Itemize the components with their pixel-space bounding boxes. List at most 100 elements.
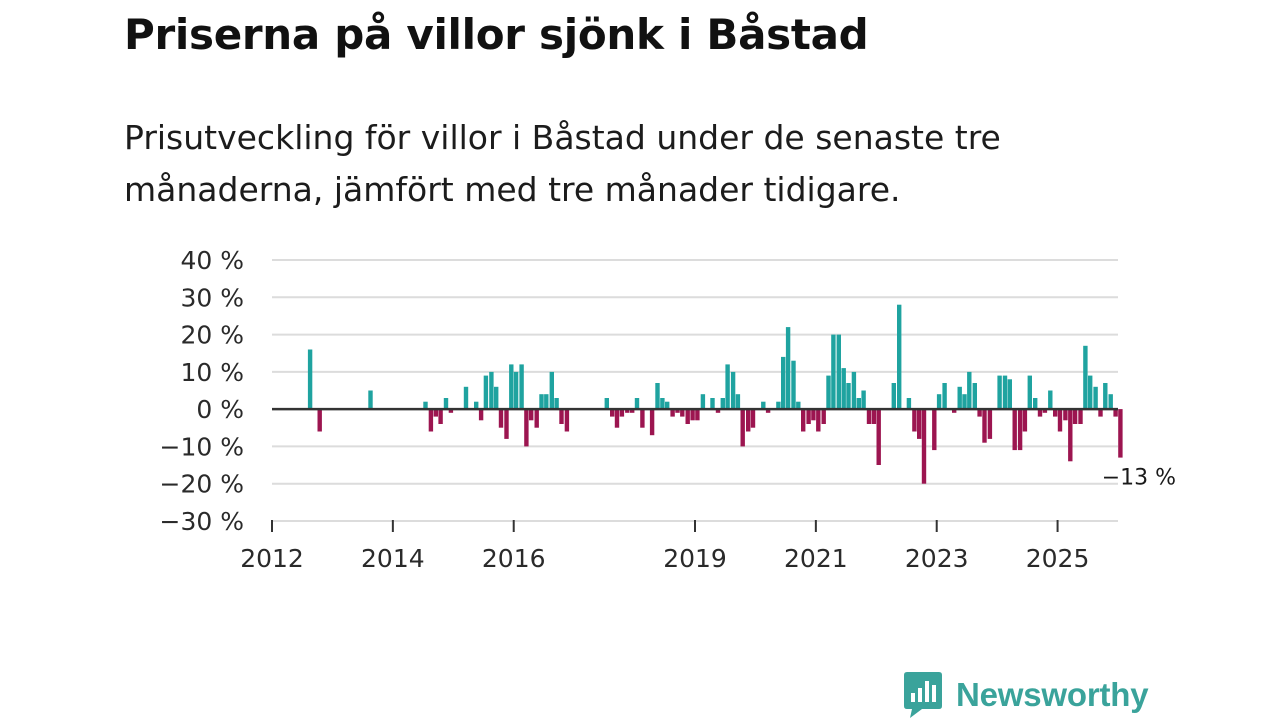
chart-bars bbox=[272, 304, 1123, 484]
bar bbox=[906, 398, 912, 410]
y-tick-label: 10 % bbox=[180, 358, 244, 387]
bar bbox=[821, 409, 826, 424]
bar bbox=[841, 368, 846, 410]
bar bbox=[498, 409, 504, 428]
bar bbox=[917, 409, 922, 439]
bar bbox=[785, 327, 791, 410]
bar bbox=[564, 409, 570, 432]
bar bbox=[1113, 409, 1118, 417]
bar bbox=[816, 409, 821, 432]
chart-gridlines bbox=[272, 259, 1118, 522]
bar bbox=[1057, 409, 1063, 432]
bar bbox=[1022, 409, 1028, 432]
bar bbox=[871, 409, 877, 424]
bar bbox=[972, 383, 977, 410]
bar bbox=[735, 394, 741, 410]
bar bbox=[861, 390, 866, 410]
bar bbox=[423, 401, 428, 410]
bar bbox=[866, 409, 872, 424]
bar bbox=[534, 409, 539, 428]
bar bbox=[1007, 379, 1012, 410]
bar bbox=[710, 398, 715, 410]
bar bbox=[368, 390, 373, 410]
bar bbox=[700, 394, 706, 410]
bar bbox=[957, 386, 962, 410]
bar bbox=[1012, 409, 1017, 451]
bar bbox=[680, 409, 685, 417]
bar bbox=[715, 409, 721, 413]
y-tick-label: −30 % bbox=[160, 507, 244, 536]
bar bbox=[619, 409, 625, 417]
y-tick-label: 40 % bbox=[180, 246, 244, 275]
bar bbox=[428, 409, 434, 432]
bar bbox=[1098, 409, 1103, 417]
bar bbox=[846, 383, 851, 410]
bar bbox=[1088, 375, 1093, 410]
bar bbox=[962, 394, 967, 410]
bar bbox=[544, 394, 549, 410]
bar bbox=[921, 409, 927, 484]
bar bbox=[625, 409, 630, 413]
bar bbox=[610, 409, 615, 417]
bar bbox=[665, 401, 670, 410]
bar bbox=[433, 409, 438, 417]
bar bbox=[675, 409, 680, 413]
bar bbox=[504, 409, 509, 439]
bar bbox=[1103, 383, 1108, 410]
bar bbox=[1002, 375, 1008, 410]
bar bbox=[740, 409, 745, 447]
bar bbox=[1093, 386, 1098, 410]
brand-name: Newsworthy bbox=[956, 676, 1149, 713]
bar bbox=[912, 409, 917, 432]
bar bbox=[932, 409, 937, 451]
bar bbox=[317, 409, 322, 432]
bar bbox=[746, 409, 751, 432]
bar bbox=[690, 409, 695, 421]
bar bbox=[554, 398, 559, 410]
bar bbox=[1048, 390, 1053, 410]
bar bbox=[826, 375, 831, 410]
bar bbox=[649, 409, 655, 436]
x-tick-label: 2023 bbox=[905, 544, 969, 573]
bar bbox=[806, 409, 811, 424]
bar bbox=[936, 394, 942, 410]
bar bbox=[942, 383, 947, 410]
bar bbox=[489, 371, 494, 410]
bar bbox=[891, 383, 896, 410]
bar bbox=[1078, 409, 1083, 424]
chart-annotations: −13 % bbox=[1102, 466, 1176, 491]
bar bbox=[483, 375, 489, 410]
bar bbox=[307, 349, 313, 410]
y-axis-labels: 40 % 30 % 20 % 10 % 0 % −10 % −20 % −30 % bbox=[160, 246, 244, 536]
bar bbox=[836, 334, 841, 410]
bar bbox=[811, 409, 816, 421]
bar bbox=[494, 386, 499, 410]
bar bbox=[761, 401, 766, 410]
bar bbox=[640, 409, 645, 428]
bar bbox=[1027, 375, 1032, 410]
bar bbox=[851, 371, 857, 410]
y-tick-label: 20 % bbox=[180, 321, 244, 350]
bar bbox=[1037, 409, 1043, 417]
bar bbox=[463, 386, 469, 410]
x-tick-label: 2012 bbox=[240, 544, 304, 573]
x-tick-label: 2016 bbox=[482, 544, 546, 573]
bar bbox=[524, 409, 529, 447]
bar bbox=[876, 409, 881, 465]
bar bbox=[519, 364, 524, 410]
bar bbox=[1042, 409, 1048, 413]
bar bbox=[604, 398, 609, 410]
newsworthy-logo: Newsworthy bbox=[902, 670, 1149, 720]
bar bbox=[967, 371, 972, 410]
bar bbox=[791, 360, 796, 410]
bar bbox=[634, 398, 640, 410]
bar bbox=[529, 409, 534, 421]
bar bbox=[448, 409, 454, 413]
bar bbox=[720, 398, 725, 410]
bar bbox=[1118, 409, 1123, 458]
y-tick-label: −10 % bbox=[160, 432, 244, 461]
bar bbox=[1053, 409, 1058, 417]
x-tick-label: 2019 bbox=[663, 544, 727, 573]
bar bbox=[831, 334, 836, 410]
